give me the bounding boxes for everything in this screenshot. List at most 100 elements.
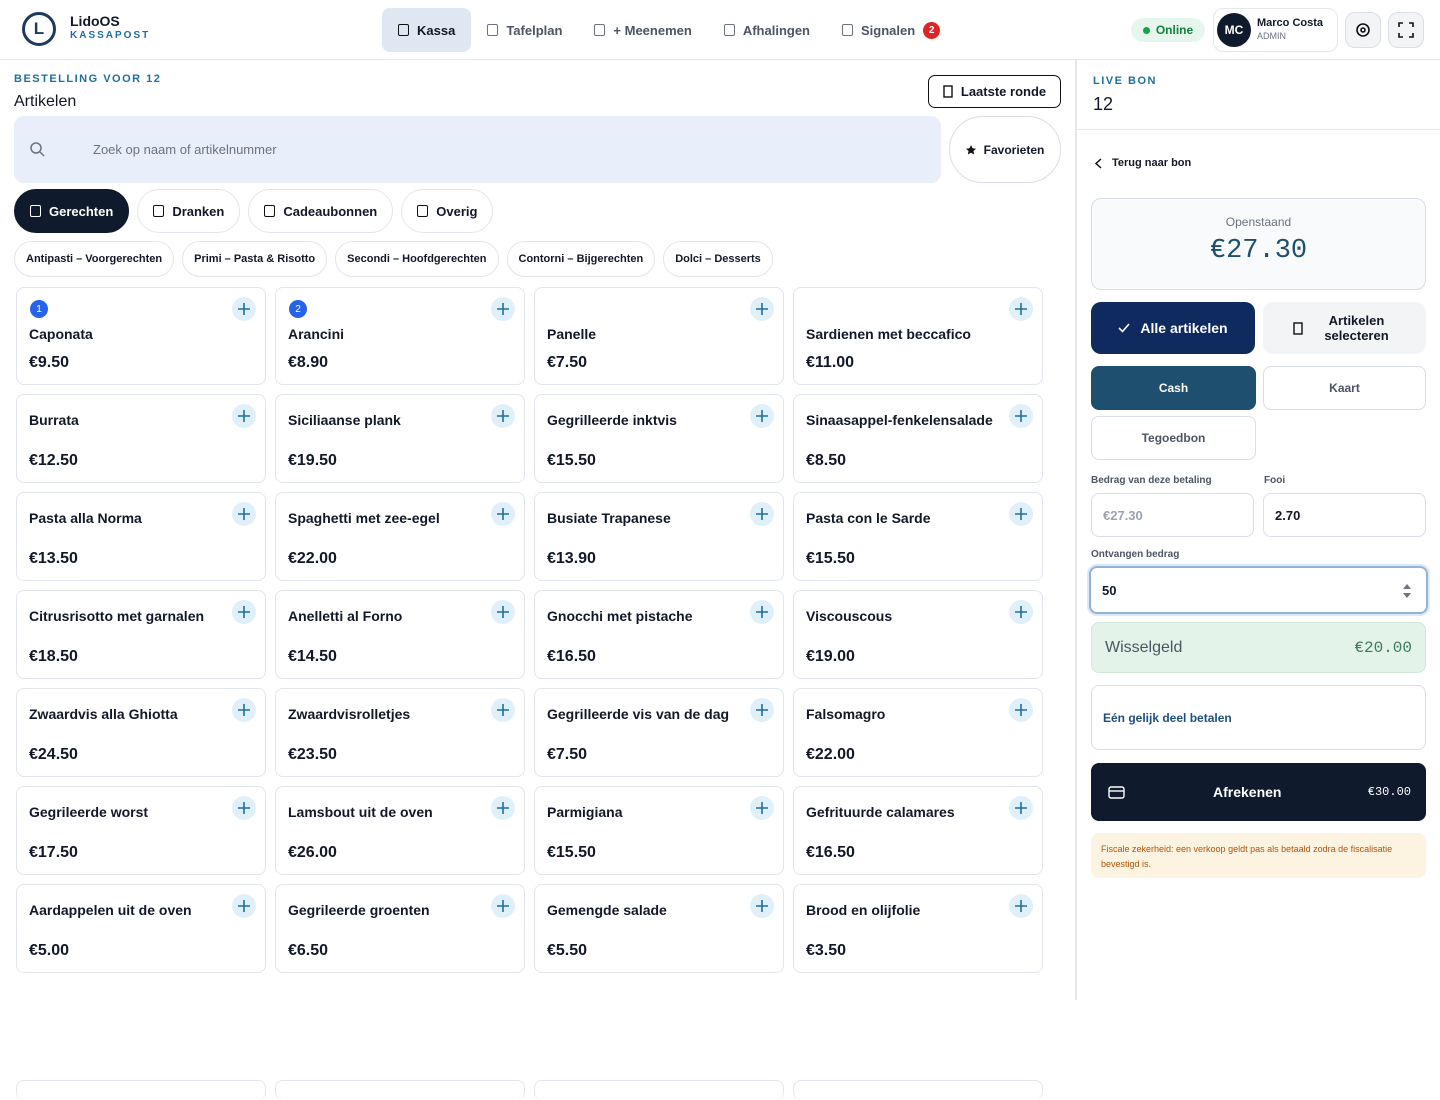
add-button[interactable] — [232, 502, 256, 526]
add-button[interactable] — [750, 894, 774, 918]
item-card[interactable]: Panelle €7.50 — [534, 287, 784, 385]
item-price: €5.00 — [29, 942, 70, 959]
add-button[interactable] — [750, 502, 774, 526]
add-button[interactable] — [232, 698, 256, 722]
subcategory-chip[interactable]: Contorni – Bijgerechten — [506, 241, 656, 277]
item-card[interactable]: Pasta con le Sarde €15.50 — [793, 492, 1043, 581]
received-input[interactable]: 50 — [1089, 566, 1428, 614]
item-card[interactable]: Siciliaanse plank €19.50 — [275, 394, 525, 483]
fullscreen-button[interactable] — [1388, 12, 1424, 48]
item-card[interactable]: Burrata €12.50 — [16, 394, 266, 483]
item-card[interactable]: Falsomagro €22.00 — [793, 688, 1043, 777]
select-items-button[interactable]: Artikelen selecteren — [1263, 302, 1426, 354]
item-card[interactable]: Citrusrisotto met garnalen €18.50 — [16, 590, 266, 679]
subcategory-chip[interactable]: Primi – Pasta & Risotto — [182, 241, 328, 277]
category-tab[interactable]: Cadeaubonnen — [248, 189, 394, 233]
add-button[interactable] — [232, 404, 256, 428]
add-button[interactable] — [750, 698, 774, 722]
back-link[interactable]: Terug naar bon — [1095, 157, 1191, 169]
add-button[interactable] — [232, 297, 256, 321]
subcategory-chip[interactable]: Antipasti – Voorgerechten — [14, 241, 175, 277]
checkout-button[interactable]: Afrekenen €30.00 — [1091, 763, 1426, 821]
item-card[interactable]: Viscouscous €19.00 — [793, 590, 1043, 679]
add-button[interactable] — [491, 600, 515, 624]
add-button[interactable] — [491, 796, 515, 820]
item-card[interactable]: Gegrilleerde vis van de dag €7.50 — [534, 688, 784, 777]
amount-input[interactable]: €27.30 — [1091, 493, 1254, 537]
all-items-button[interactable]: Alle artikelen — [1091, 302, 1255, 354]
item-card[interactable]: Gegrileerde groenten €6.50 — [275, 884, 525, 973]
item-card[interactable]: Aardappelen uit de oven €5.00 — [16, 884, 266, 973]
item-card[interactable]: Gegrilleerde inktvis €15.50 — [534, 394, 784, 483]
tip-input[interactable]: 2.70 — [1263, 493, 1426, 537]
add-button[interactable] — [491, 698, 515, 722]
nav-item[interactable]: Signalen 2 — [826, 8, 956, 52]
add-button[interactable] — [491, 297, 515, 321]
add-button[interactable] — [1009, 894, 1033, 918]
category-tab[interactable]: Gerechten — [14, 189, 130, 233]
split-button[interactable]: Eén gelijk deel betalen — [1091, 685, 1426, 750]
item-card[interactable]: Gefrituurde calamares €16.50 — [793, 786, 1043, 875]
payment-method[interactable]: Tegoedbon — [1091, 416, 1256, 460]
nav-label: Signalen — [861, 22, 916, 38]
add-button[interactable] — [232, 894, 256, 918]
add-button[interactable] — [1009, 600, 1033, 624]
add-button[interactable] — [1009, 297, 1033, 321]
item-card[interactable]: Parmigiana €15.50 — [534, 786, 784, 875]
category-tab[interactable]: Dranken — [137, 189, 241, 233]
nav-item[interactable]: + Meenemen — [578, 8, 707, 52]
item-price: €18.50 — [29, 648, 78, 665]
add-button[interactable] — [750, 796, 774, 820]
item-price: €15.50 — [806, 550, 855, 567]
outstanding-amount: €27.30 — [1209, 236, 1308, 266]
favorites-button[interactable]: Favorieten — [949, 116, 1061, 183]
item-card[interactable]: Anelletti al Forno €14.50 — [275, 590, 525, 679]
item-name: Gegrilleerde inktvis — [547, 412, 677, 428]
subcategory-chip[interactable]: Dolci – Desserts — [663, 241, 773, 277]
item-name: Spaghetti met zee-egel — [288, 510, 440, 526]
add-button[interactable] — [1009, 796, 1033, 820]
item-price: €13.90 — [547, 550, 596, 567]
item-card[interactable]: Spaghetti met zee-egel €22.00 — [275, 492, 525, 581]
add-button[interactable] — [491, 894, 515, 918]
item-card[interactable]: Zwaardvisrolletjes €23.50 — [275, 688, 525, 777]
item-card[interactable]: Sinaasappel-fenkelensalade €8.50 — [793, 394, 1043, 483]
add-button[interactable] — [750, 600, 774, 624]
search-box[interactable]: Zoek op naam of artikelnummer — [14, 116, 941, 183]
item-card[interactable]: Zwaardvis alla Ghiotta €24.50 — [16, 688, 266, 777]
item-card[interactable]: 2 Arancini €8.90 — [275, 287, 525, 385]
add-button[interactable] — [1009, 502, 1033, 526]
all-items-text: Alle artikelen — [1140, 320, 1228, 336]
icon — [264, 205, 276, 217]
nav-item[interactable]: Afhalingen — [708, 8, 826, 52]
item-card[interactable]: Sardienen met beccafico €11.00 — [793, 287, 1043, 385]
nav-item[interactable]: Tafelplan — [471, 8, 578, 52]
item-card[interactable]: Brood en olijfolie €3.50 — [793, 884, 1043, 973]
item-card[interactable]: 1 Caponata €9.50 — [16, 287, 266, 385]
category-tab[interactable]: Overig — [401, 189, 494, 233]
payment-method[interactable]: Cash — [1091, 366, 1256, 410]
item-card[interactable]: Pasta alla Norma €13.50 — [16, 492, 266, 581]
add-button[interactable] — [232, 796, 256, 820]
add-button[interactable] — [491, 404, 515, 428]
subcategory-chip[interactable]: Secondi – Hoofdgerechten — [335, 241, 499, 277]
add-button[interactable] — [491, 502, 515, 526]
settings-button[interactable] — [1345, 12, 1381, 48]
add-button[interactable] — [750, 297, 774, 321]
item-card[interactable]: Busiate Trapanese €13.90 — [534, 492, 784, 581]
item-name: Burrata — [29, 412, 79, 428]
add-button[interactable] — [1009, 404, 1033, 428]
item-name: Gegrilleerde vis van de dag — [547, 706, 730, 722]
item-card[interactable]: Gemengde salade €5.50 — [534, 884, 784, 973]
user-card[interactable] — [1213, 8, 1338, 52]
add-button[interactable] — [1009, 698, 1033, 722]
item-card[interactable]: Gnocchi met pistache €16.50 — [534, 590, 784, 679]
last-round-button[interactable]: Laatste ronde — [928, 75, 1061, 108]
item-card[interactable]: Lamsbout uit de oven €26.00 — [275, 786, 525, 875]
payment-method[interactable]: Kaart — [1263, 366, 1426, 410]
add-button[interactable] — [750, 404, 774, 428]
user-role: ADMIN — [1257, 31, 1286, 41]
nav-item[interactable]: Kassa — [382, 8, 472, 52]
add-button[interactable] — [232, 600, 256, 624]
item-card[interactable]: Gegrileerde worst €17.50 — [16, 786, 266, 875]
